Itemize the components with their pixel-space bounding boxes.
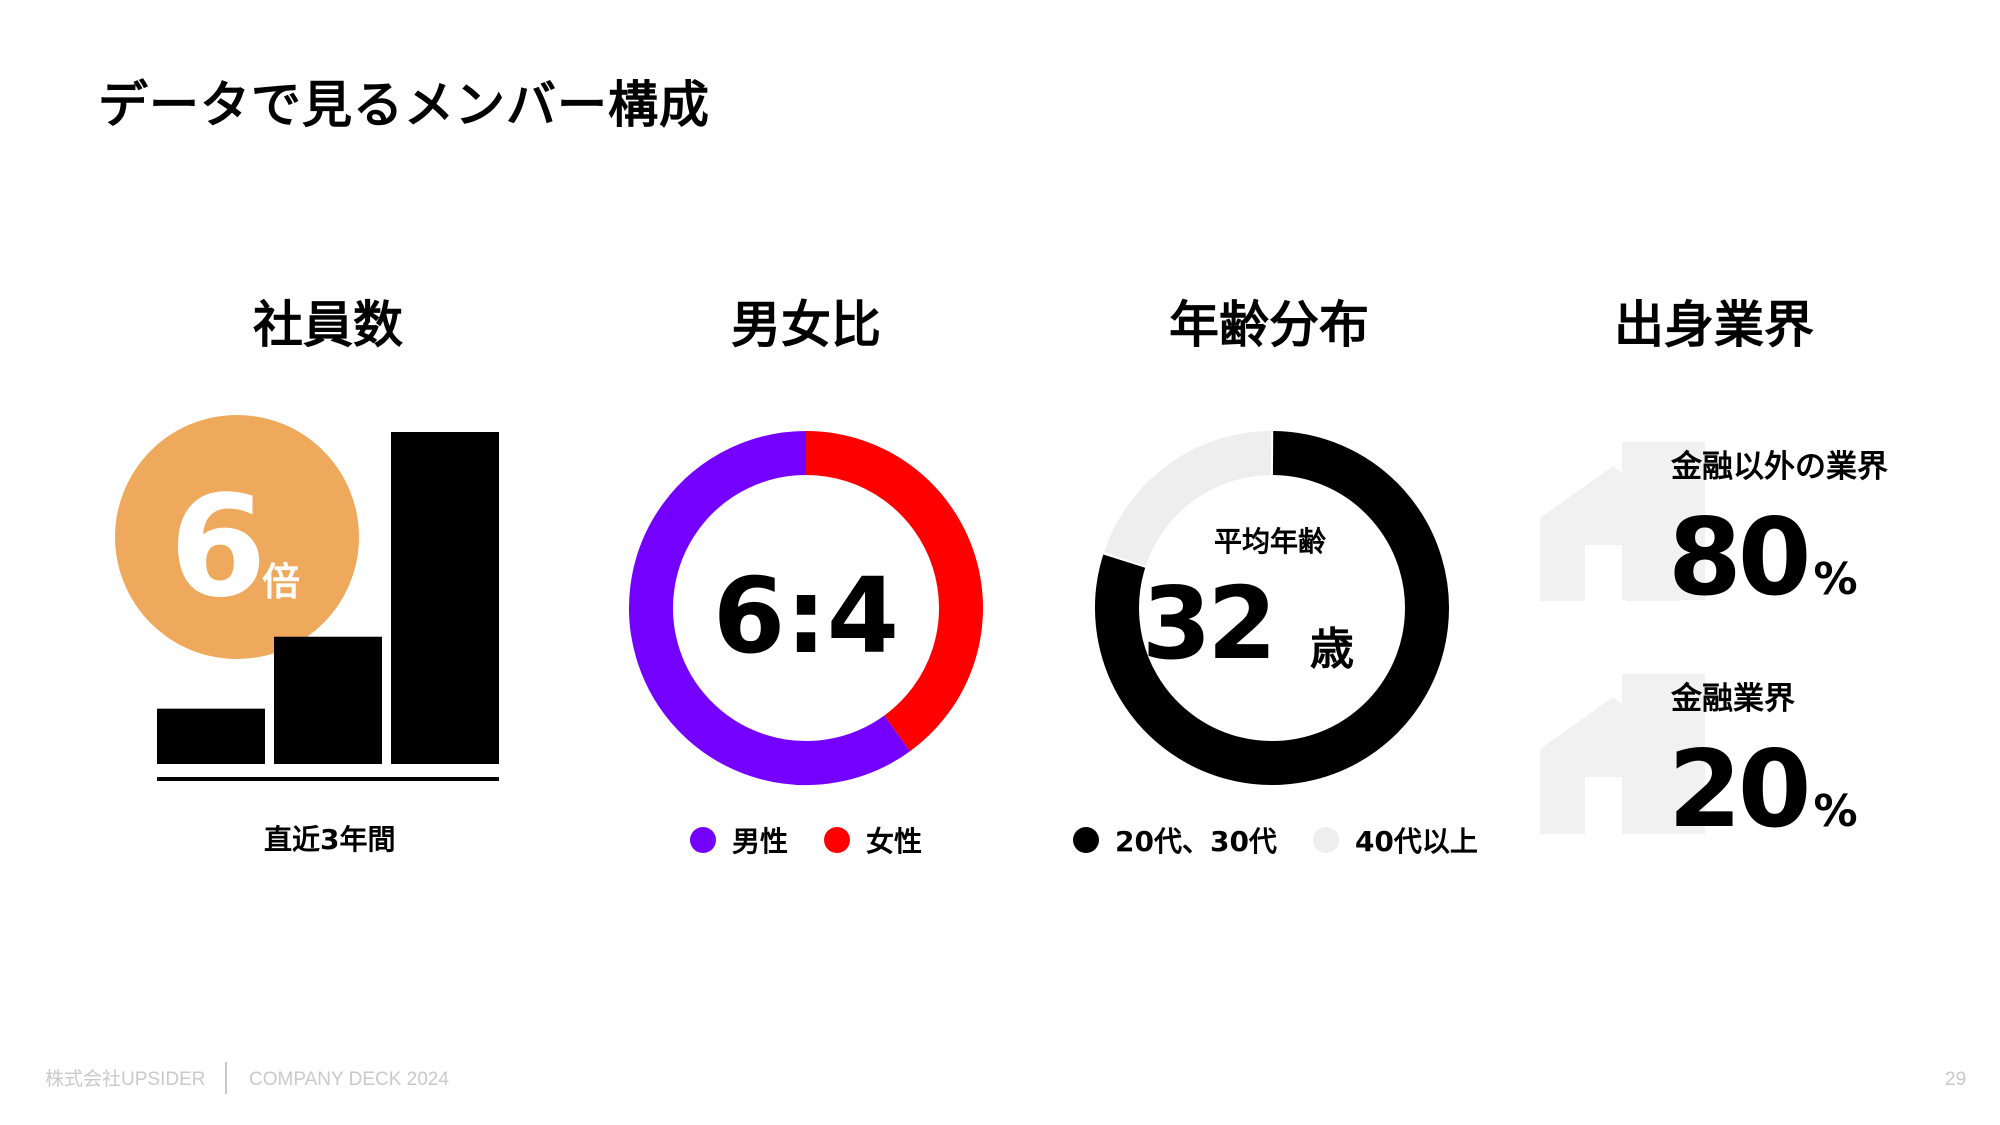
average-age-number: 32 <box>1142 565 1273 682</box>
employees-heading: 社員数 <box>253 296 403 354</box>
industry-heading: 出身業界 <box>1614 296 1814 354</box>
gender-ratio-text: 6:4 <box>713 555 899 677</box>
legend-label-40s-plus: 40代以上 <box>1354 825 1478 858</box>
bar-chart-baseline <box>157 777 499 781</box>
building-icon <box>1540 674 1705 834</box>
legend-label-male: 男性 <box>732 825 789 858</box>
industry-unit-finance: % <box>1813 786 1858 837</box>
age-slices-slice-2 <box>1104 431 1272 567</box>
age-heading: 年齢分布 <box>1169 296 1369 354</box>
multiplier-number: 6 <box>169 466 266 629</box>
employee-bar-3 <box>391 432 499 764</box>
multiplier-unit: 倍 <box>262 560 300 604</box>
footer-company: 株式会社UPSIDER <box>45 1069 206 1090</box>
legend-item-20s-30s: 20代、30代 <box>1073 820 1277 860</box>
legend-label-female: 女性 <box>866 825 923 858</box>
building-icon <box>1540 442 1705 601</box>
footer-deck: COMPANY DECK 2024 <box>249 1069 449 1090</box>
legend-dot-20s-30s <box>1073 827 1099 853</box>
employees-caption: 直近3年間 <box>264 823 396 856</box>
legend-dot-male <box>690 827 716 853</box>
industry-unit-non-finance: % <box>1813 554 1858 605</box>
gender-slices-slice-2 <box>629 431 911 785</box>
legend-item-male: 男性 <box>690 820 788 860</box>
age-legend: 20代、30代 40代以上 <box>1073 820 1514 860</box>
employee-bar-2 <box>274 636 382 764</box>
gender-heading: 男女比 <box>731 296 881 354</box>
average-age-unit: 歳 <box>1310 624 1354 675</box>
industry-label-finance: 金融業界 <box>1671 681 1795 717</box>
employee-bar-1 <box>157 708 265 764</box>
gender-legend: 男性 女性 <box>690 820 958 860</box>
footer-divider <box>225 1062 227 1094</box>
slide-title: データで見るメンバー構成 <box>98 76 710 134</box>
industry-label-non-finance: 金融以外の業界 <box>1671 449 1888 485</box>
industry-value-non-finance: 80% <box>1668 505 1858 611</box>
multiplier-circle <box>115 415 359 659</box>
industry-number-finance: 20 <box>1668 728 1812 851</box>
gender-slices-slice-1 <box>805 431 983 752</box>
footer-page-number: 29 <box>1945 1069 1967 1090</box>
legend-item-40s-plus: 40代以上 <box>1312 820 1478 860</box>
industry-number-non-finance: 80 <box>1668 496 1812 619</box>
legend-dot-female <box>824 827 851 853</box>
industry-value-finance: 20% <box>1668 737 1858 843</box>
legend-dot-40s-plus <box>1312 827 1339 853</box>
age-slices-slice-1 <box>1095 431 1449 785</box>
legend-label-20s-30s: 20代、30代 <box>1115 825 1277 858</box>
average-age-label: 平均年齢 <box>1214 525 1326 558</box>
legend-item-female: 女性 <box>824 820 922 860</box>
